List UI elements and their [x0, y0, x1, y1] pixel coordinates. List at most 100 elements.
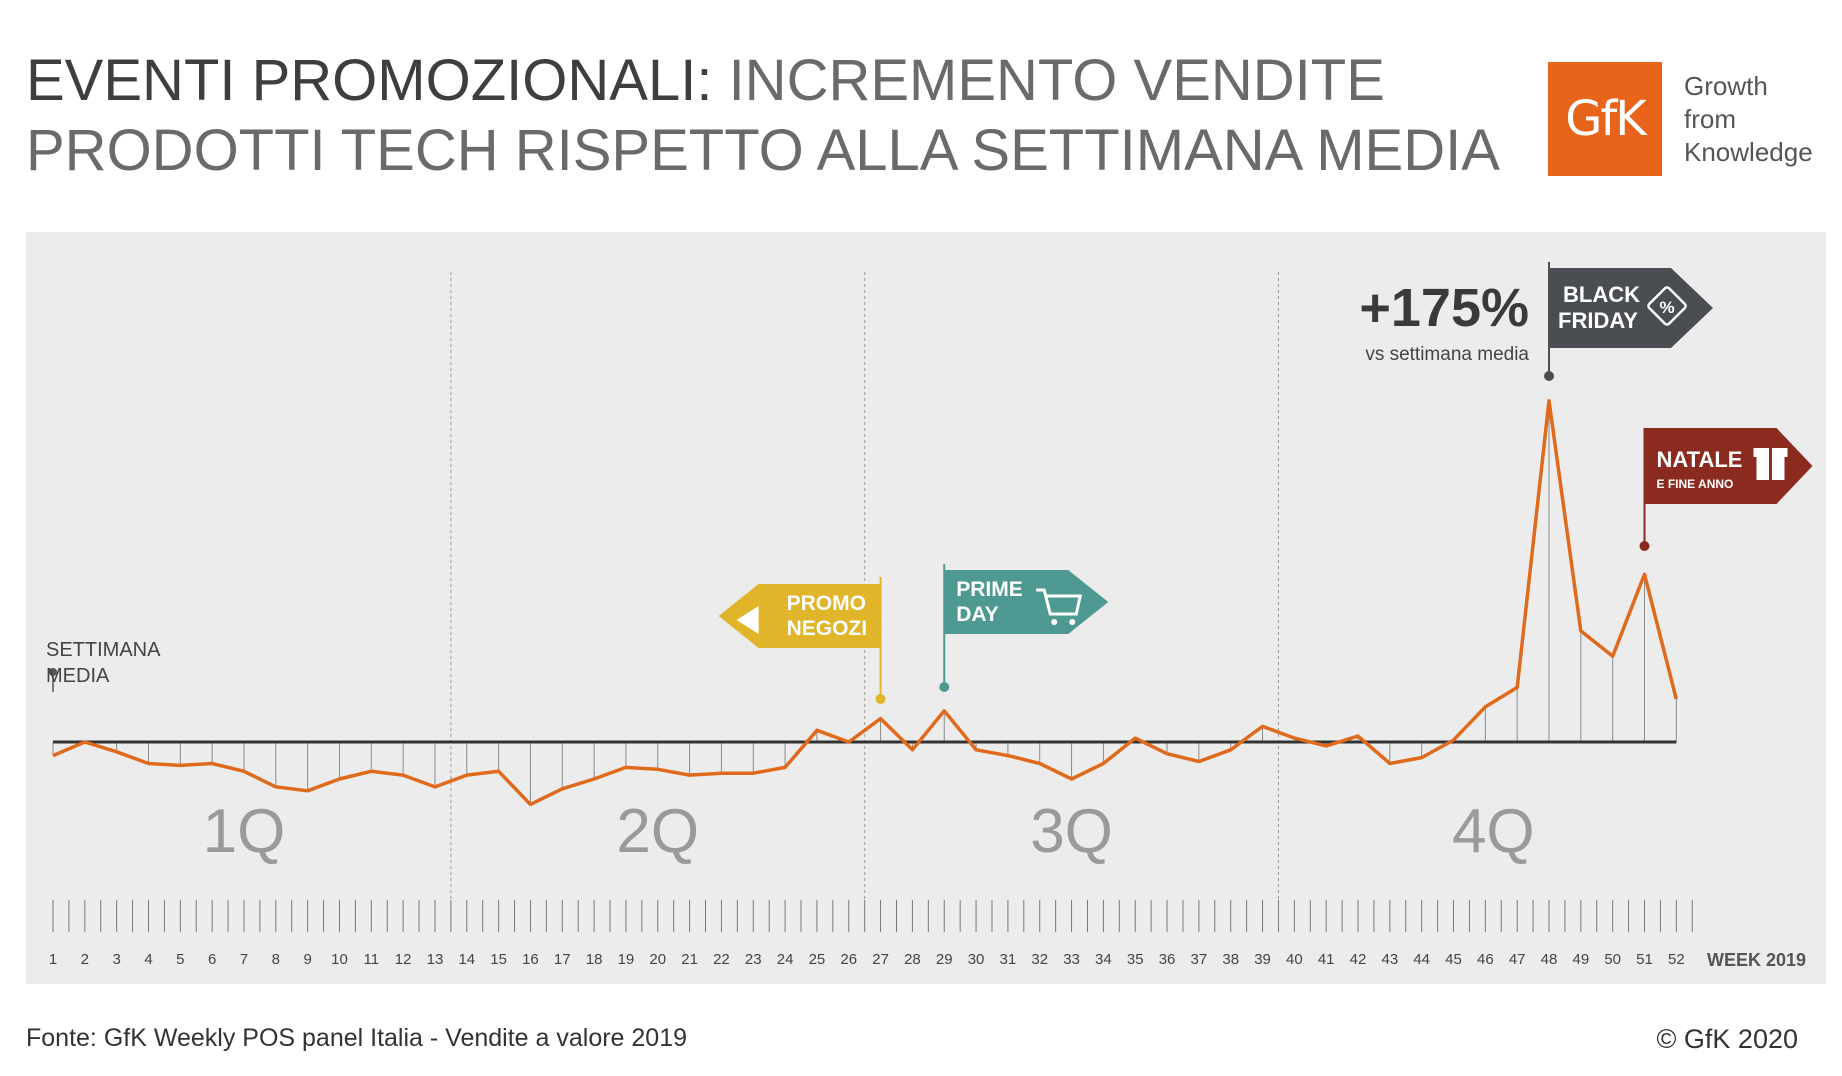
logo-tagline-3: Knowledge: [1684, 137, 1813, 167]
week-label-30: 30: [968, 951, 985, 968]
quarter-label-3Q: 3Q: [1030, 797, 1113, 866]
week-label-49: 49: [1572, 951, 1589, 968]
week-label-48: 48: [1541, 951, 1558, 968]
week-label-52: 52: [1668, 951, 1685, 968]
week-label-50: 50: [1604, 951, 1621, 968]
bf-label-1: BLACK: [1563, 282, 1640, 307]
peak-sub-label: vs settimana media: [1365, 344, 1529, 365]
week-label-51: 51: [1636, 951, 1653, 968]
week-label-36: 36: [1159, 951, 1176, 968]
week-label-20: 20: [649, 951, 666, 968]
bf-label-2: FRIDAY: [1558, 308, 1638, 333]
week-label-32: 32: [1031, 951, 1048, 968]
week-label-2: 2: [81, 951, 89, 968]
week-label-4: 4: [144, 951, 152, 968]
natale-label-1: NATALE: [1657, 447, 1743, 472]
week-label-18: 18: [586, 951, 603, 968]
natale-flag: [1644, 428, 1813, 504]
prime-label-1: PRIME: [956, 578, 1023, 601]
week-label-42: 42: [1350, 951, 1367, 968]
week-label-10: 10: [331, 951, 348, 968]
week-label-23: 23: [745, 951, 762, 968]
week-label-1: 1: [49, 951, 57, 968]
week-label-41: 41: [1318, 951, 1335, 968]
week-label-27: 27: [872, 951, 889, 968]
week-label-8: 8: [272, 951, 280, 968]
week-label-15: 15: [490, 951, 507, 968]
week-label-35: 35: [1127, 951, 1144, 968]
week-label-14: 14: [458, 951, 475, 968]
logo-tagline-1: Growth: [1684, 71, 1768, 101]
peak-value-label: +175%: [1359, 278, 1529, 338]
baseline-label-line-2: MEDIA: [46, 665, 110, 687]
promo-marker-dot: [875, 694, 886, 704]
promo-label-2: NEGOZI: [787, 617, 868, 640]
percent-icon: %: [1659, 298, 1674, 317]
week-label-16: 16: [522, 951, 539, 968]
chart-area: 1Q 2Q 3Q 4Q SETTIMANA MEDIA 1 2 3 4 5 6 7 8 9 10 11 12 13 1…: [26, 232, 1826, 984]
prime-flag: [944, 570, 1109, 634]
week-label-17: 17: [554, 951, 571, 968]
logo-tagline-2: from: [1684, 104, 1736, 134]
week-label-6: 6: [208, 951, 216, 968]
sales-line: [52, 399, 1678, 807]
week-label-43: 43: [1382, 951, 1399, 968]
logo-tagline: Growth from Knowledge: [1684, 70, 1813, 169]
megaphone-icon: [736, 606, 759, 634]
week-label-12: 12: [395, 951, 412, 968]
baseline-marker-dot: [49, 668, 57, 676]
price-tag-icon: [1647, 286, 1687, 326]
prime-label-2: DAY: [956, 603, 998, 626]
week-label-5: 5: [176, 951, 184, 968]
quarter-label-4Q: 4Q: [1452, 797, 1535, 866]
cart-wheel-icon: [1069, 619, 1076, 625]
cart-wheel-icon: [1051, 619, 1058, 625]
title-line1-rest: INCREMENTO VENDITE: [712, 48, 1385, 113]
week-label-44: 44: [1413, 951, 1430, 968]
week-label-29: 29: [936, 951, 953, 968]
natale-marker-dot: [1639, 541, 1650, 551]
week-label-7: 7: [240, 951, 248, 968]
week-label-19: 19: [618, 951, 635, 968]
bf-flag: [1549, 268, 1714, 348]
x-axis-label: WEEK 2019: [1707, 950, 1806, 970]
week-label-39: 39: [1254, 951, 1271, 968]
bf-marker-dot: [1544, 371, 1555, 381]
natale-label-2: E FINE ANNO: [1657, 477, 1734, 491]
title-line-1: EVENTI PROMOZIONALI: INCREMENTO VENDITE: [26, 46, 1500, 116]
week-label-3: 3: [112, 951, 120, 968]
quarter-label-2Q: 2Q: [616, 797, 699, 866]
title-line-2: PRODOTTI TECH RISPETTO ALLA SETTIMANA ME…: [26, 118, 1500, 183]
week-label-45: 45: [1445, 951, 1462, 968]
cart-icon: [1036, 588, 1083, 616]
quarter-label-1Q: 1Q: [203, 797, 286, 866]
page-title: EVENTI PROMOZIONALI: INCREMENTO VENDITE …: [26, 46, 1500, 186]
promo-label-1: PROMO: [787, 592, 866, 615]
week-label-13: 13: [427, 951, 444, 968]
week-label-25: 25: [809, 951, 826, 968]
copyright: © GfK 2020: [1656, 1024, 1798, 1054]
week-label-24: 24: [777, 951, 794, 968]
week-label-21: 21: [681, 951, 698, 968]
week-label-28: 28: [904, 951, 921, 968]
gfk-logo: GfK: [1548, 62, 1662, 176]
baseline-label-line-1: SETTIMANA: [46, 639, 161, 661]
week-label-33: 33: [1063, 951, 1080, 968]
week-label-46: 46: [1477, 951, 1494, 968]
source-note: Fonte: GfK Weekly POS panel Italia - Ven…: [26, 1024, 688, 1052]
prime-marker-dot: [939, 682, 950, 692]
week-label-22: 22: [713, 951, 730, 968]
week-label-26: 26: [840, 951, 857, 968]
week-label-31: 31: [1000, 951, 1017, 968]
week-label-37: 37: [1191, 951, 1208, 968]
week-label-47: 47: [1509, 951, 1526, 968]
title-colon: :: [696, 48, 713, 113]
week-label-34: 34: [1095, 951, 1112, 968]
week-label-9: 9: [303, 951, 311, 968]
week-label-11: 11: [364, 951, 380, 968]
week-label-40: 40: [1286, 951, 1303, 968]
week-label-38: 38: [1222, 951, 1239, 968]
title-strong: EVENTI PROMOZIONALI: [26, 48, 697, 113]
gfk-logo-text: GfK: [1565, 91, 1647, 147]
